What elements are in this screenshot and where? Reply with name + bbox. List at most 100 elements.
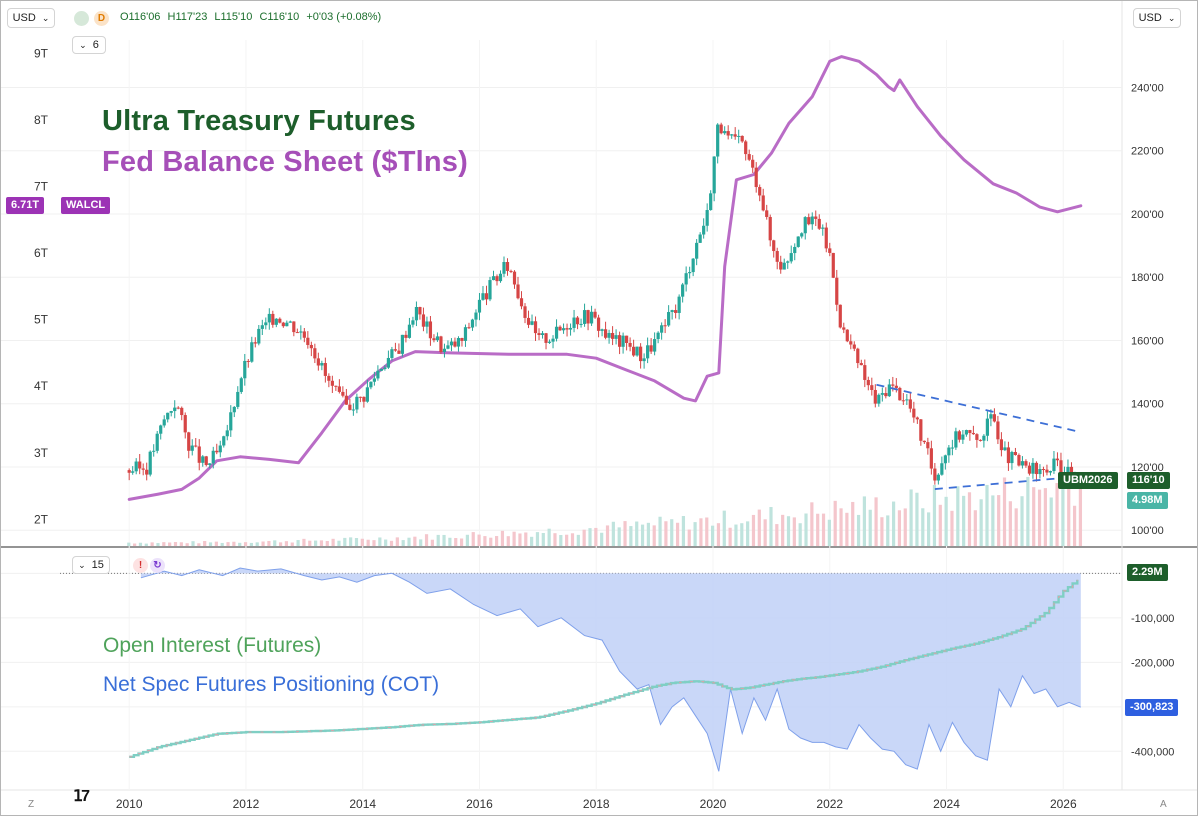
candle-body [243, 360, 247, 379]
volume-bar [314, 540, 318, 546]
candle-body [761, 195, 765, 211]
volume-bar [693, 522, 697, 546]
indicator-toggle-bottom[interactable]: ⌄ 15 [72, 556, 110, 574]
candle-body [702, 225, 706, 235]
candle-body [477, 299, 482, 313]
candle-body [502, 262, 506, 274]
volume-bar [366, 539, 370, 546]
volume-bar [413, 536, 417, 546]
candle-body [253, 342, 257, 344]
time-tick-label: 2012 [233, 797, 260, 811]
symbol-price-tag: 116'10 [1127, 472, 1170, 489]
alert-icon[interactable]: ! [133, 558, 148, 573]
volume-bar [430, 539, 434, 546]
volume-bar [524, 532, 528, 546]
volume-bar [617, 527, 621, 546]
price-tick-label: 180'00 [1131, 272, 1164, 284]
candle-body [845, 329, 849, 342]
volume-bar [389, 540, 394, 546]
candle-body [824, 227, 828, 249]
volume-bar [664, 521, 668, 546]
candle-body [460, 338, 464, 341]
delayed-badge[interactable]: D [94, 11, 109, 26]
volume-bar [880, 517, 884, 546]
volume-bar [891, 501, 896, 546]
volume-bar [810, 502, 814, 546]
candle-body [306, 337, 310, 345]
timezone-mark[interactable]: Z [28, 799, 35, 810]
candle-body [898, 387, 902, 401]
volume-bar [500, 530, 505, 546]
price-tick-label: 160'00 [1131, 335, 1164, 347]
volume-bar [675, 522, 680, 546]
candle-body [971, 432, 975, 435]
candle-body [180, 407, 184, 416]
volume-bar [1002, 477, 1007, 546]
candle-body [793, 246, 797, 254]
title-fed-balance: Fed Balance Sheet ($Tlns) [102, 146, 468, 178]
volume-bar [407, 537, 411, 546]
time-tick-label: 2010 [116, 797, 143, 811]
volume-bar [775, 524, 779, 546]
candle-body [190, 445, 194, 451]
volume-bar [459, 538, 464, 546]
volume-bar [646, 522, 650, 546]
volume-bar [576, 534, 580, 546]
candle-body [526, 317, 531, 325]
volume-bar [699, 518, 703, 546]
candle-body [789, 253, 793, 262]
volume-bar [442, 534, 446, 546]
candle-body [1059, 460, 1063, 475]
volume-bar [308, 540, 312, 546]
volume-bar [214, 541, 218, 546]
candle-body [215, 450, 219, 453]
candle-body [432, 338, 436, 341]
candle-body [919, 419, 923, 441]
volume-bar [582, 529, 586, 546]
candle-body [660, 325, 664, 333]
refresh-icon[interactable]: ↻ [150, 558, 165, 573]
candle-body [1013, 451, 1018, 456]
candle-body [754, 167, 758, 188]
volume-bar [565, 534, 569, 546]
volume-bar [927, 512, 931, 546]
candle-body [421, 314, 426, 327]
candle-body [936, 474, 940, 481]
candle-body [625, 335, 629, 343]
volume-bar [979, 499, 983, 546]
indicator-count-bottom: 15 [91, 559, 104, 571]
ohlc-open: O116'06 [120, 11, 161, 23]
currency-selector-right[interactable]: USD ⌄ [1133, 8, 1181, 28]
volume-bar [734, 524, 738, 546]
volume-bar [786, 516, 791, 546]
volume-bar [705, 517, 709, 546]
volume-bar [652, 525, 656, 546]
volume-bar [203, 541, 207, 546]
currency-selector-left[interactable]: USD ⌄ [7, 8, 55, 28]
indicator-toggle-top[interactable]: ⌄ 6 [72, 36, 106, 54]
candle-body [996, 421, 1000, 440]
candle-body [716, 124, 720, 157]
candle-body [467, 327, 471, 329]
cot-tick-label: -100,000 [1131, 613, 1174, 625]
volume-bar [886, 515, 890, 546]
candle-body [884, 393, 888, 397]
auto-scale-mark[interactable]: A [1160, 799, 1167, 810]
candle-body [488, 280, 492, 300]
trendline-upper [876, 383, 1082, 434]
candle-body [187, 432, 191, 451]
candle-body [295, 332, 299, 334]
time-tick-label: 2014 [349, 797, 376, 811]
trendlines [876, 383, 1082, 490]
candle-body [922, 440, 926, 443]
volume-bar [255, 542, 259, 546]
volume-bar [372, 540, 376, 546]
candle-body [474, 312, 478, 320]
candle-body [905, 399, 909, 401]
candle-body [621, 335, 625, 347]
candle-body [726, 131, 730, 136]
volume-bar [1026, 476, 1030, 546]
volume-bar [331, 538, 335, 546]
candle-body [523, 306, 527, 318]
